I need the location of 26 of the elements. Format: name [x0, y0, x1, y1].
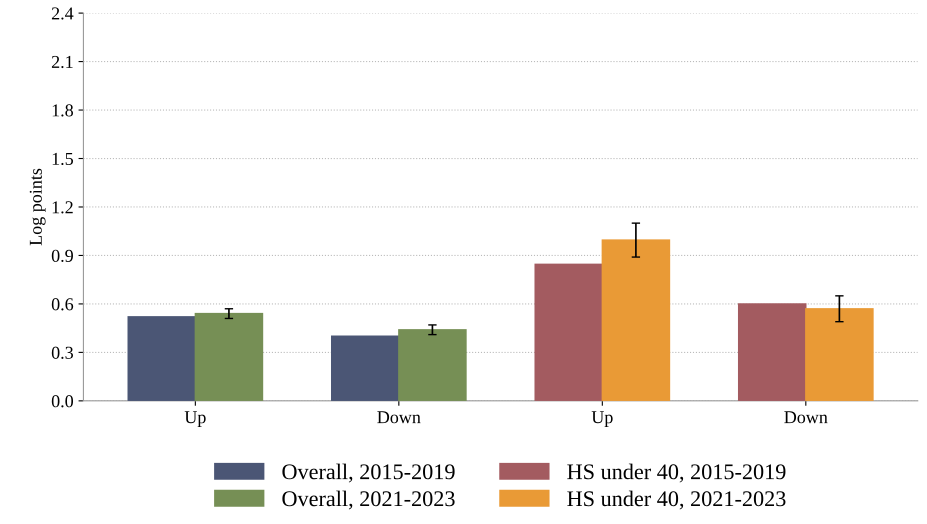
bar — [194, 312, 264, 401]
y-tick-label: 1.8 — [52, 104, 74, 117]
legend-label: HS under 40, 2021-2023 — [567, 490, 786, 510]
bar — [398, 329, 467, 401]
y-tick-label: 0.6 — [52, 298, 74, 310]
bar — [534, 264, 604, 401]
y-tick-label: 2.1 — [52, 56, 73, 68]
y-tick-label: 1.2 — [52, 201, 73, 214]
y-tick-label: 1.5 — [52, 152, 73, 166]
bar — [738, 303, 807, 401]
y-tick-label: 0.0 — [52, 395, 74, 408]
legend-label: HS under 40, 2015-2019 — [567, 464, 786, 482]
legend-label: Overall, 2021-2023 — [282, 490, 455, 510]
x-tick-label: Down — [377, 411, 421, 424]
bar — [602, 239, 670, 401]
y-tick-label: 0.3 — [52, 346, 73, 359]
bar — [128, 316, 196, 401]
y-tick-label: 2.4 — [52, 7, 74, 20]
bar — [805, 308, 874, 401]
y-axis-title: Log points — [30, 168, 46, 246]
x-tick-label: Up — [592, 411, 613, 427]
bar — [330, 336, 400, 401]
x-tick-label: Up — [184, 411, 206, 427]
legend-label: Overall, 2015-2019 — [282, 464, 455, 482]
x-tick-label: Down — [784, 411, 828, 424]
y-tick-label: 0.9 — [52, 250, 73, 262]
